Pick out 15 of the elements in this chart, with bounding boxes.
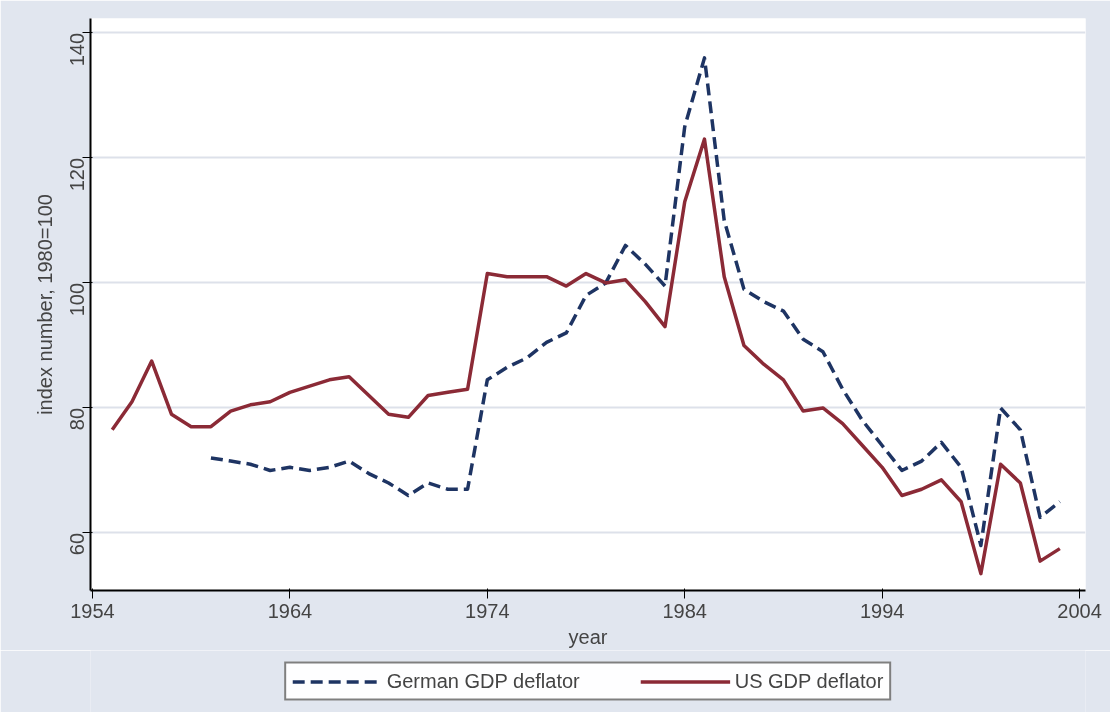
x-tick-label: 2004 bbox=[1057, 599, 1102, 622]
y-axis-title: index number, 1980=100 bbox=[33, 194, 56, 415]
x-tick-label: 1984 bbox=[662, 599, 707, 622]
y-tick-label: 60 bbox=[66, 532, 89, 556]
y-tick-label: 80 bbox=[66, 407, 89, 431]
legend-label: German GDP deflator bbox=[386, 669, 580, 693]
x-axis-title: year bbox=[568, 625, 608, 648]
y-tick-label: 100 bbox=[66, 282, 89, 317]
x-tick-label: 1954 bbox=[70, 599, 115, 622]
x-tick-label: 1974 bbox=[465, 599, 510, 622]
legend-label: US GDP deflator bbox=[734, 669, 884, 693]
x-tick-label: 1994 bbox=[859, 599, 905, 622]
x-tick-label: 1964 bbox=[267, 599, 313, 622]
y-tick-label: 120 bbox=[66, 157, 89, 192]
y-tick-label: 140 bbox=[66, 32, 89, 67]
